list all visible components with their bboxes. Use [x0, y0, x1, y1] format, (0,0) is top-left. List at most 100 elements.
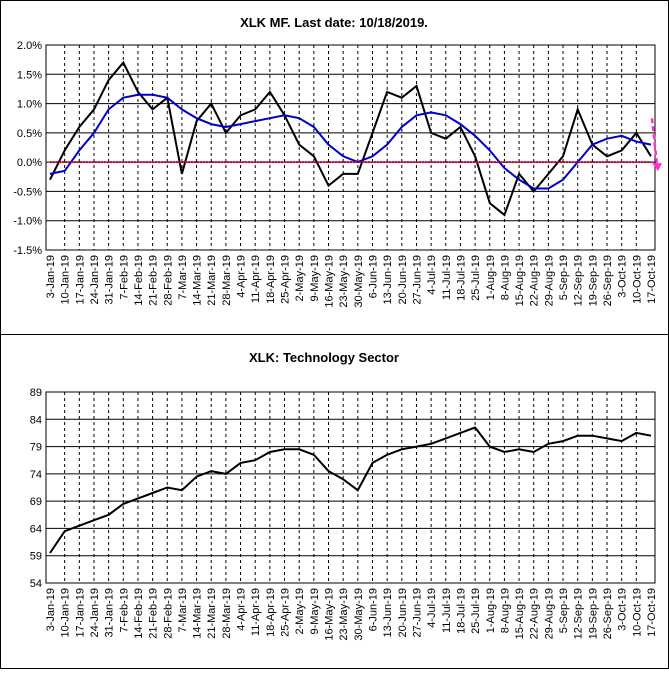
mf-x-ticks: 3-Jan-19 10-Jan-19 17-Jan-19 24-Jan-19 31-Ja… [45, 255, 658, 308]
mf-x-tick-label: 10-Jan-19 [60, 255, 72, 305]
mf-plot-area [45, 44, 656, 251]
price-x-tick-label: 23-May-19 [338, 588, 350, 641]
price-series [49, 426, 652, 554]
price-x-tick-label: 14-Mar-19 [192, 588, 204, 639]
price-x-tick-label: 19-Sep-19 [587, 588, 599, 639]
mf-x-tick-label: 25-Apr-19 [280, 255, 292, 304]
price-chart-title: XLK: Technology Sector [249, 350, 399, 365]
mf-x-tick-label: 19-Sep-19 [587, 255, 599, 306]
mf-y-tick-label: -1.5% [13, 245, 42, 257]
price-x-tick-label: 2-May-19 [294, 588, 306, 634]
mf-x-tick-label: 3-Jan-19 [45, 255, 57, 298]
price-x-tick-label: 21-Feb-19 [148, 588, 160, 639]
mf-x-tick-label: 6-Jun-19 [367, 255, 379, 298]
price-x-tick-label: 17-Oct-19 [646, 588, 658, 637]
mf-x-tick-label: 4-Jul-19 [426, 255, 438, 295]
mf-x-tick-label: 20-Jun-19 [397, 255, 409, 305]
mf-series-line-1 [49, 93, 652, 190]
price-x-tick-label: 9-May-19 [309, 588, 321, 634]
price-x-tick-label: 21-Mar-19 [206, 588, 218, 639]
price-series-line-0 [49, 426, 652, 554]
mf-gridlines [46, 45, 655, 250]
mf-x-tick-label: 3-Oct-19 [617, 255, 629, 298]
price-x-tick-label: 13-Jun-19 [382, 588, 394, 638]
price-x-tick-label: 14-Feb-19 [133, 588, 145, 639]
mf-x-tick-label: 10-Oct-19 [631, 255, 643, 304]
price-y-tick-label: 54 [30, 578, 42, 590]
price-x-tick-label: 7-Mar-19 [177, 588, 189, 633]
price-plot-area [45, 391, 656, 584]
mf-x-tick-label: 1-Aug-19 [485, 255, 497, 300]
price-x-tick-label: 28-Feb-19 [162, 588, 174, 639]
price-x-tick-label: 6-Jun-19 [367, 588, 379, 631]
price-x-tick-label: 4-Apr-19 [236, 588, 248, 631]
mf-x-tick-label: 2-May-19 [294, 255, 306, 301]
mf-y-tick-label: -1.0% [13, 216, 42, 228]
price-x-tick-label: 30-May-19 [353, 588, 365, 641]
price-x-tick-label: 5-Sep-19 [558, 588, 570, 633]
price-y-ticks: 89 84 79 74 69 64 59 54 [30, 387, 42, 590]
mf-x-tick-label: 11-Jul-19 [441, 255, 453, 300]
price-y-tick-label: 64 [30, 523, 42, 535]
price-gridlines [46, 392, 655, 583]
mf-y-tick-label: 1.5% [17, 69, 42, 81]
mf-x-tick-label: 4-Apr-19 [236, 255, 248, 298]
mf-x-tick-label: 12-Sep-19 [573, 255, 585, 306]
mf-x-tick-label: 14-Feb-19 [133, 255, 145, 306]
price-x-tick-label: 27-Jun-19 [411, 588, 423, 638]
price-x-tick-label: 12-Sep-19 [573, 588, 585, 639]
price-x-tick-label: 29-Aug-19 [543, 588, 555, 639]
mf-series-line-0 [49, 60, 652, 217]
mf-x-tick-label: 21-Mar-19 [206, 255, 218, 306]
mf-x-tick-label: 14-Mar-19 [192, 255, 204, 306]
price-x-tick-label: 10-Jan-19 [60, 588, 72, 638]
price-x-tick-label: 25-Jul-19 [470, 588, 482, 634]
price-y-tick-label: 59 [30, 551, 42, 563]
price-x-tick-label: 11-Jul-19 [441, 588, 453, 633]
mf-x-tick-label: 25-Jul-19 [470, 255, 482, 301]
mf-trend-arrow-head [652, 163, 662, 172]
mf-x-tick-label: 7-Feb-19 [118, 255, 130, 300]
mf-x-tick-label: 7-Mar-19 [177, 255, 189, 300]
price-x-tick-label: 8-Aug-19 [499, 588, 511, 633]
mf-x-tick-label: 13-Jun-19 [382, 255, 394, 305]
price-x-tick-label: 18-Apr-19 [265, 588, 277, 637]
price-chart: XLK: Technology Sector 8984797469645954 … [30, 350, 658, 641]
price-y-tick-label: 89 [30, 387, 42, 399]
price-x-tick-label: 28-Mar-19 [221, 588, 233, 639]
mf-x-tick-label: 18-Apr-19 [265, 255, 277, 304]
mf-x-tick-label: 17-Jan-19 [74, 255, 86, 305]
price-x-tick-label: 16-May-19 [324, 588, 336, 641]
price-x-tick-label: 26-Sep-19 [602, 588, 614, 639]
price-y-tick-label: 74 [30, 469, 42, 481]
mf-x-tick-label: 24-Jan-19 [89, 255, 101, 305]
mf-x-tick-label: 11-Apr-19 [250, 255, 262, 303]
mf-y-tick-label: -0.5% [13, 186, 42, 198]
mf-series [49, 60, 662, 217]
price-x-tick-label: 18-Jul-19 [455, 588, 467, 634]
mf-x-tick-label: 21-Feb-19 [148, 255, 160, 306]
mf-x-tick-label: 5-Sep-19 [558, 255, 570, 300]
price-x-tick-label: 20-Jun-19 [397, 588, 409, 638]
mf-chart-title: XLK MF. Last date: 10/18/2019. [240, 15, 428, 30]
price-y-tick-label: 79 [30, 442, 42, 454]
mf-x-tick-label: 26-Sep-19 [602, 255, 614, 306]
mf-y-ticks: 2.0% 1.5% 1.0% 0.5% 0.0% -0.5% -1.0% -1.5% [13, 40, 42, 257]
mf-x-tick-label: 17-Oct-19 [646, 255, 658, 304]
mf-x-tick-label: 15-Aug-19 [514, 255, 526, 306]
price-x-tick-label: 4-Jul-19 [426, 588, 438, 628]
mf-y-tick-label: 0.0% [17, 157, 42, 169]
price-x-tick-label: 3-Jan-19 [45, 588, 57, 631]
price-x-tick-label: 15-Aug-19 [514, 588, 526, 639]
mf-x-tick-label: 30-May-19 [353, 255, 365, 308]
mf-y-tick-label: 0.5% [17, 128, 42, 140]
mf-x-tick-label: 28-Feb-19 [162, 255, 174, 306]
mf-chart: XLK MF. Last date: 10/18/2019. 2.0% 1.5% 1… [13, 15, 662, 308]
mf-x-tick-label: 16-May-19 [324, 255, 336, 308]
price-x-tick-label: 25-Apr-19 [280, 588, 292, 637]
mf-x-tick-label: 27-Jun-19 [411, 255, 423, 305]
price-x-tick-label: 10-Oct-19 [631, 588, 643, 637]
price-x-tick-label: 24-Jan-19 [89, 588, 101, 638]
price-x-tick-label: 22-Aug-19 [529, 588, 541, 639]
